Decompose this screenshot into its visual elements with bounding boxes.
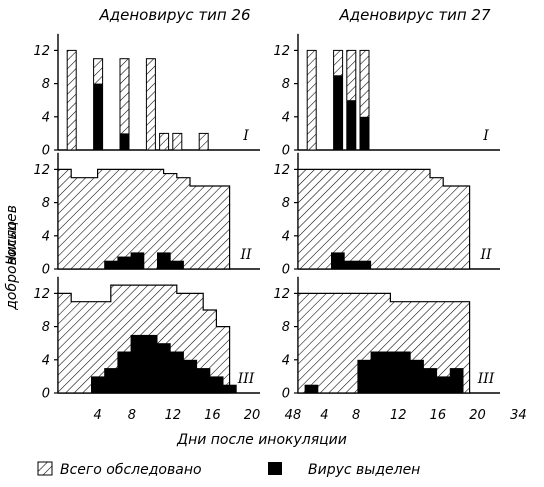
isolated-bar-III-1-0 (304, 384, 319, 393)
y-tick-label-II-1-2: 8 (282, 196, 290, 211)
title-column-27: Аденовирус тип 27 (339, 6, 491, 24)
isolated-bar-III-1-7 (436, 376, 451, 393)
isolated-bar-III-1-3 (383, 351, 398, 393)
y-tick-label-III-0-1: 4 (42, 353, 50, 368)
isolated-bar-II-0-0 (104, 260, 118, 269)
y-tick-label-I-0-0: 0 (42, 144, 50, 159)
isolated-bar-III-0-5 (157, 343, 171, 393)
x-tick-label-0-5: 48 (285, 408, 302, 423)
isolated-bar-II-1-0 (331, 252, 345, 269)
isolated-bar-II-0-1 (117, 256, 132, 269)
isolated-bar-III-1-6 (423, 368, 438, 393)
isolated-bar-I-1-0 (333, 75, 343, 150)
title-column-26: Аденовирус тип 26 (99, 6, 251, 24)
isolated-bar-II-0-2 (130, 252, 145, 269)
row-label-III-0: III (237, 371, 255, 387)
y-tick-label-III-1-3: 12 (273, 287, 290, 302)
y-tick-label-II-1-3: 12 (273, 163, 290, 178)
legend-label-total: Всего обследовано (60, 462, 202, 478)
x-tick-label-1-5: 34 (510, 408, 527, 423)
y-tick-label-I-0-1: 4 (42, 110, 50, 125)
y-tick-label-III-0-0: 0 (42, 387, 50, 402)
y-tick-label-II-0-2: 8 (42, 196, 50, 211)
x-tick-label-1-2: 12 (390, 408, 407, 423)
x-tick-label-0-1: 8 (128, 408, 136, 423)
ylabel-line-2: добровольцев (4, 205, 20, 311)
y-tick-label-III-1-0: 0 (282, 387, 290, 402)
total-area-II-0 (57, 168, 231, 270)
legend-swatch-isolated (268, 462, 282, 475)
x-tick-label-1-4: 20 (469, 408, 486, 423)
panels-group: 04812I04812I04812II04812II04812III04812I… (33, 33, 527, 423)
legend-swatch-total (37, 461, 53, 476)
total-bar-I-0-4 (159, 132, 170, 151)
isolated-bar-II-1-2 (357, 260, 372, 269)
isolated-bar-III-1-1 (357, 359, 372, 393)
x-axis-label: Дни после инокуляции (176, 432, 347, 448)
total-bar-I-0-3 (145, 58, 156, 151)
row-label-II-1: II (479, 247, 492, 263)
y-tick-label-I-1-0: 0 (282, 144, 290, 159)
x-tick-label-1-0: 4 (320, 408, 328, 423)
isolated-bar-I-0-0 (93, 83, 103, 150)
y-tick-label-I-1-3: 12 (273, 44, 290, 59)
y-tick-label-II-0-3: 12 (33, 163, 50, 178)
isolated-bar-III-0-0 (91, 376, 105, 393)
x-tick-label-1-1: 8 (352, 408, 360, 423)
row-label-I-0: I (242, 128, 249, 144)
isolated-bar-II-0-4 (170, 260, 184, 269)
y-tick-label-III-1-2: 8 (282, 320, 290, 335)
isolated-bar-III-1-2 (370, 351, 385, 393)
y-tick-label-II-0-1: 4 (42, 229, 50, 244)
isolated-bar-II-1-1 (344, 260, 358, 269)
y-tick-label-I-1-1: 4 (282, 110, 290, 125)
y-tick-label-III-0-2: 8 (42, 320, 50, 335)
x-tick-label-1-3: 16 (430, 408, 447, 423)
total-area-II-1 (297, 168, 471, 270)
isolated-bar-III-0-6 (170, 351, 184, 393)
isolated-bar-I-1-2 (360, 116, 369, 150)
row-label-I-1: I (482, 128, 489, 144)
y-tick-label-III-1-1: 4 (282, 353, 290, 368)
total-bar-I-0-0 (66, 49, 77, 151)
total-bar-I-1-0 (306, 49, 317, 151)
isolated-bar-I-1-1 (346, 100, 356, 150)
isolated-bar-II-0-3 (157, 252, 171, 269)
isolated-bar-III-0-3 (130, 334, 145, 393)
legend-label-isolated: Вирус выделен (308, 462, 420, 478)
y-tick-label-I-0-3: 12 (33, 44, 50, 59)
total-bar-I-0-6 (198, 132, 209, 151)
ylabel-line-1: Число (4, 221, 20, 265)
x-tick-label-0-2: 12 (165, 408, 182, 423)
isolated-bar-III-1-4 (397, 351, 411, 393)
isolated-bar-III-0-10 (223, 384, 237, 393)
y-tick-label-I-1-2: 8 (282, 77, 290, 92)
y-tick-label-II-1-0: 0 (282, 263, 290, 278)
isolated-bar-III-0-1 (104, 368, 118, 393)
isolated-bar-III-1-8 (449, 368, 464, 393)
isolated-bar-III-0-8 (196, 368, 211, 393)
isolated-bar-III-0-4 (143, 334, 158, 393)
x-tick-label-0-4: 20 (244, 408, 261, 423)
isolated-bar-III-0-7 (183, 359, 198, 393)
isolated-bar-I-0-1 (120, 133, 129, 150)
isolated-bar-III-1-5 (410, 359, 424, 393)
isolated-bar-III-0-9 (209, 376, 224, 393)
y-tick-label-I-0-2: 8 (42, 77, 50, 92)
y-tick-label-II-1-1: 4 (282, 229, 290, 244)
row-label-II-0: II (239, 247, 252, 263)
y-tick-label-II-0-0: 0 (42, 263, 50, 278)
x-tick-label-0-0: 4 (93, 408, 101, 423)
row-label-III-1: III (477, 371, 495, 387)
legend: Всего обследовано Вирус выделен (37, 461, 420, 478)
isolated-bar-III-0-2 (117, 351, 132, 393)
x-tick-label-0-3: 16 (204, 408, 221, 423)
total-bar-I-0-5 (172, 132, 183, 151)
y-tick-label-III-0-3: 12 (33, 287, 50, 302)
